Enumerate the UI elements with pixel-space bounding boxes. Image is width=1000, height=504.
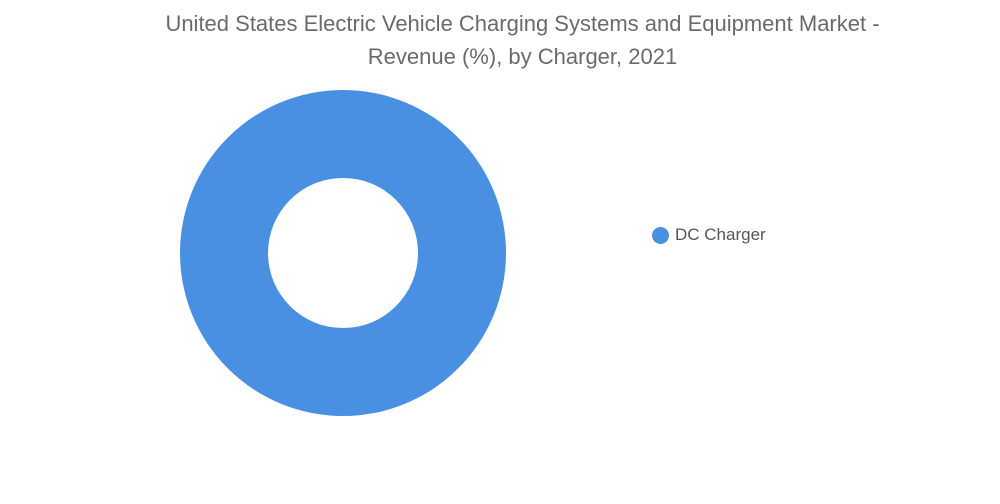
legend-swatch-dc-charger [652, 226, 669, 244]
chart-title-line-1: United States Electric Vehicle Charging … [165, 11, 880, 36]
legend-label-dc-charger: DC Charger [675, 225, 766, 244]
chart-title: United States Electric Vehicle Charging … [0, 7, 1000, 73]
donut-slice-dc-charger [179, 89, 507, 417]
legend: DC Charger [652, 225, 766, 245]
chart-title-line-2: Revenue (%), by Charger, 2021 [367, 44, 678, 69]
